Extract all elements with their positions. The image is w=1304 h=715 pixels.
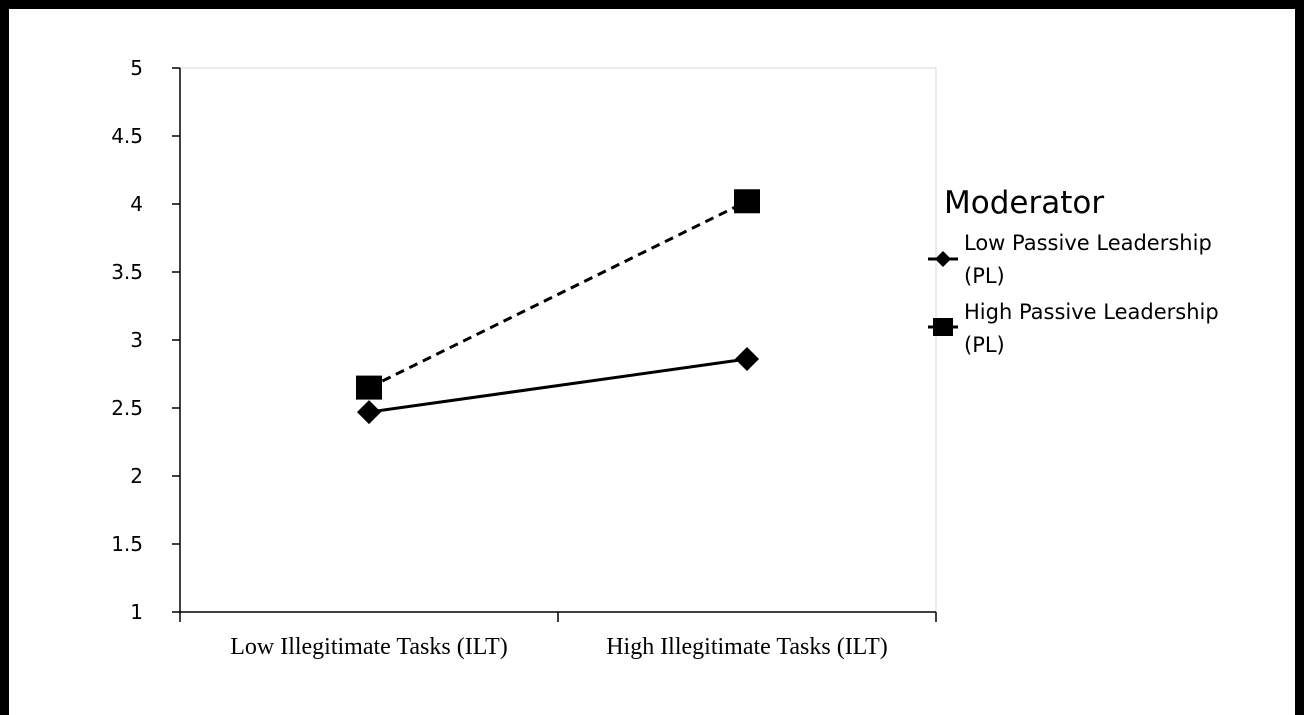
y-tick-label: 4 — [130, 192, 143, 216]
series-line-diamond — [368, 357, 748, 414]
y-tick-label: 2 — [130, 464, 143, 488]
data-point-diamond — [735, 347, 759, 372]
legend-label-low-pl-line1: Low Passive Leadership — [964, 231, 1212, 255]
y-tick-label: 4.5 — [111, 124, 143, 148]
y-tick-label: 5 — [130, 56, 143, 80]
y-tick-label: 1 — [130, 600, 143, 624]
y-tick-label: 1.5 — [111, 532, 143, 556]
legend-title: Moderator — [944, 185, 1104, 221]
legend-label-high-pl-line2: (PL) — [964, 333, 1005, 357]
legend-diamond-marker — [935, 251, 951, 267]
x-axis-ticks: Low Illegitimate Tasks (ILT) High Illegit… — [179, 612, 937, 660]
legend-item-high-pl: High Passive Leadership (PL) — [928, 300, 1219, 357]
legend-square-marker — [933, 318, 953, 336]
series-lines — [368, 199, 748, 414]
plot-area-border — [179, 67, 937, 613]
series-markers — [356, 189, 760, 425]
axes — [179, 68, 936, 613]
data-point-square — [356, 375, 382, 400]
y-axis-ticks: 1 1.5 2 2.5 3 3.5 4 4.5 5 — [111, 56, 180, 624]
legend-item-low-pl: Low Passive Leadership (PL) — [928, 231, 1212, 288]
x-tick-label: High Illegitimate Tasks (ILT) — [606, 634, 888, 660]
data-point-square — [734, 189, 760, 214]
y-tick-label: 3 — [130, 328, 143, 352]
y-tick-label: 3.5 — [111, 260, 143, 284]
series-line-square — [368, 199, 748, 389]
y-tick-label: 2.5 — [111, 396, 143, 420]
legend: Moderator Low Passive Leadership (PL) Hi… — [928, 185, 1219, 357]
data-point-diamond — [357, 400, 381, 425]
legend-label-low-pl-line2: (PL) — [964, 264, 1005, 288]
x-tick-label: Low Illegitimate Tasks (ILT) — [230, 634, 508, 660]
legend-label-high-pl-line1: High Passive Leadership — [964, 300, 1219, 324]
